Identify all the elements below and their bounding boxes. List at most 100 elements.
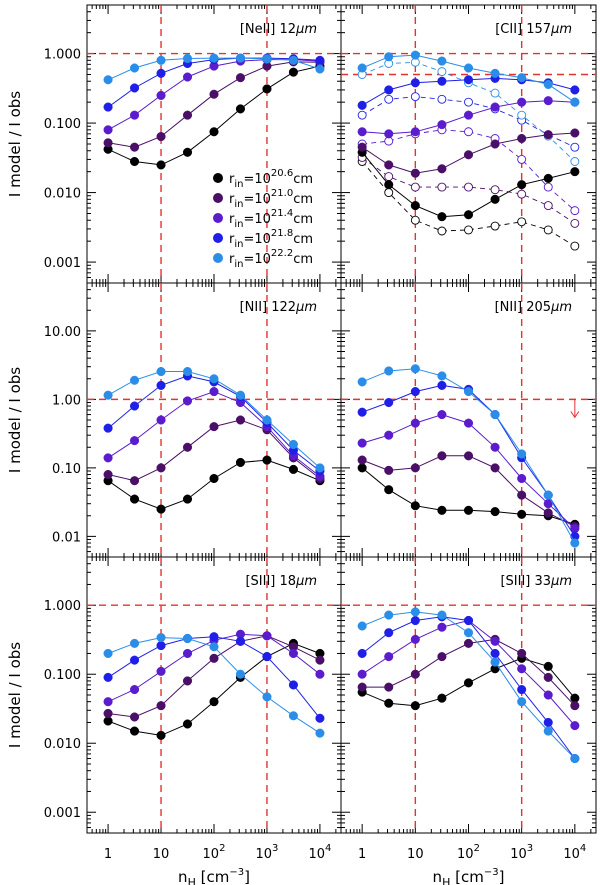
data-point-open — [570, 206, 580, 216]
data-point — [384, 366, 394, 376]
data-point — [517, 684, 527, 695]
legend-marker — [213, 193, 223, 203]
data-point — [156, 504, 166, 514]
data-point-open — [437, 182, 447, 192]
x-tick-label: 104 — [563, 843, 586, 862]
data-point — [384, 628, 394, 638]
panel-title-species: [NeII] — [240, 22, 276, 37]
data-point — [315, 713, 325, 723]
series-line — [107, 391, 321, 477]
data-point — [103, 708, 113, 719]
y-tick-label: 1.000 — [44, 599, 81, 614]
data-point — [543, 726, 553, 736]
data-point — [543, 672, 553, 682]
data-point — [517, 697, 527, 707]
data-point — [437, 76, 447, 86]
data-point — [103, 469, 113, 480]
data-point — [262, 455, 272, 465]
data-point — [209, 422, 219, 432]
legend-label-sub: in — [234, 199, 243, 210]
legend-label-sub: in — [234, 219, 243, 230]
x-tick-exponent: 4 — [580, 843, 586, 854]
panel-nii122 — [86, 282, 342, 558]
x-axis-title-unit-exp: −3 — [229, 867, 244, 878]
data-point — [103, 453, 113, 463]
data-point — [209, 127, 219, 137]
data-point — [156, 160, 166, 170]
legend-label-exp: 21.0 — [271, 188, 293, 199]
data-point — [410, 615, 420, 626]
data-point — [262, 652, 272, 662]
data-point — [357, 438, 367, 448]
data-point-open — [517, 110, 527, 120]
y-tick-label: 0.100 — [44, 668, 81, 683]
legend-label-prefix: r — [229, 252, 235, 267]
x-tick-label: 104 — [308, 843, 331, 862]
legend-label-unit: cm — [293, 172, 313, 187]
data-point — [384, 682, 394, 692]
data-point-open — [570, 241, 580, 251]
data-point — [129, 436, 140, 446]
data-point — [288, 67, 298, 77]
data-point — [410, 78, 420, 88]
data-point-open — [384, 188, 394, 198]
data-point — [463, 63, 474, 73]
data-point — [357, 407, 367, 417]
data-point — [235, 53, 246, 63]
x-tick-exponent: 3 — [272, 843, 278, 854]
data-point-open — [410, 182, 420, 192]
y-tick-label: 10.00 — [44, 325, 81, 340]
panel-frame — [86, 282, 342, 558]
data-point — [357, 669, 367, 679]
data-point — [209, 374, 219, 384]
data-point — [129, 638, 140, 648]
y-tick-label: 1.00 — [52, 393, 81, 408]
data-point — [357, 648, 367, 659]
data-point — [570, 753, 580, 764]
legend-label-eq: =10 — [243, 252, 270, 267]
legend-marker — [213, 233, 223, 243]
data-point — [156, 415, 166, 425]
legend-label-exp: 21.4 — [271, 208, 293, 219]
data-point — [156, 730, 166, 740]
data-point — [209, 697, 219, 707]
data-point-open — [357, 110, 367, 120]
panel-title-wavelength: 157 — [522, 22, 551, 37]
data-point — [384, 160, 394, 170]
data-point — [490, 139, 500, 149]
data-point — [156, 633, 166, 643]
series-line — [107, 65, 321, 166]
data-point — [410, 387, 420, 397]
data-point — [437, 610, 447, 620]
series-line — [361, 616, 576, 759]
panel-title-wavelength: 205 — [522, 300, 551, 315]
x-axis-title-main: n — [178, 868, 188, 885]
x-tick-exponent: 3 — [527, 843, 533, 854]
data-point — [463, 75, 474, 85]
panel-frame — [340, 556, 597, 834]
data-point — [129, 375, 140, 385]
data-point — [543, 717, 553, 728]
data-point — [410, 634, 420, 644]
legend-label: rin=1022.2cm — [229, 248, 313, 270]
x-tick-base: 10 — [153, 847, 170, 862]
data-layer — [103, 50, 580, 764]
panel-title: [SIII] 33μm — [500, 574, 572, 589]
data-point-open — [490, 185, 500, 195]
x-axis-title: nH [cm−3] — [178, 867, 250, 885]
data-point — [543, 661, 553, 671]
data-point — [357, 100, 367, 110]
data-point — [182, 396, 193, 406]
panel-title-wavelength: 18 — [275, 574, 296, 589]
data-point-open — [570, 218, 580, 228]
data-point — [490, 657, 500, 667]
data-point-open — [410, 92, 420, 102]
panel-title-unit: μm — [295, 300, 317, 315]
data-point — [463, 387, 474, 397]
data-point — [288, 648, 298, 659]
panel-title-wavelength: 33 — [530, 574, 551, 589]
data-point — [410, 669, 420, 679]
data-point-open — [543, 225, 553, 235]
x-axis-title-main: n — [433, 868, 443, 885]
data-point — [315, 463, 325, 473]
